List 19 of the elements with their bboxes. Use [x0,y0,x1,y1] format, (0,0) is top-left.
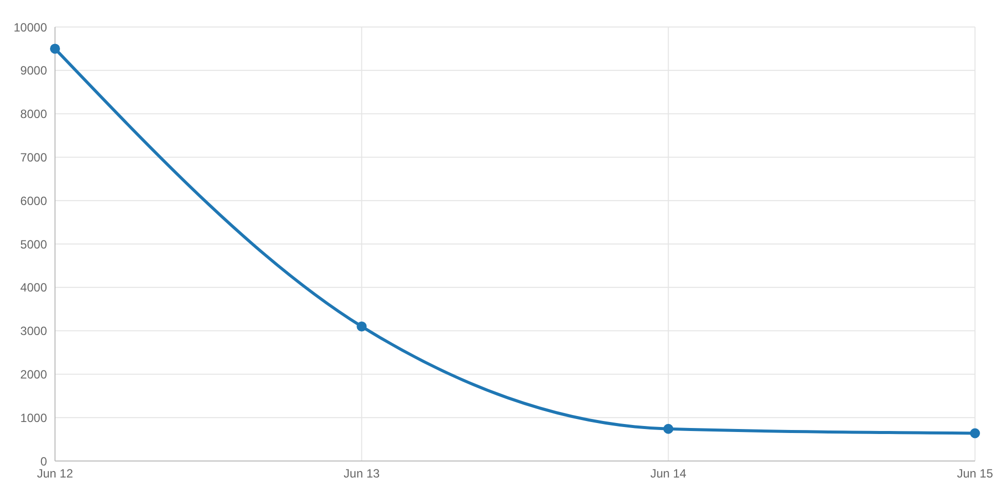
y-tick-label: 6000 [20,194,48,208]
point [356,321,367,332]
x-tick-label: Jun 12 [36,466,74,481]
x-tick-label: Jun 13 [344,466,380,481]
y-tick-label: 4000 [20,280,48,295]
y-tick-label: 1000 [20,410,48,425]
y-tick-label: 9000 [20,64,48,78]
point [970,428,980,438]
y-tick-label: 8000 [20,107,48,122]
x-tick-label: Jun 14 [650,466,687,481]
y-tick-label: 10000 [14,20,48,34]
point [663,424,674,434]
point [50,44,60,54]
y-tick-label: 2000 [20,367,48,382]
y-tick-label: 3000 [20,324,48,338]
y-tick-label: 0 [40,454,48,468]
y-tick-label: 7000 [20,150,48,164]
y-tick-label: 5000 [20,237,48,252]
x-tick-label: Jun 15 [956,466,994,481]
